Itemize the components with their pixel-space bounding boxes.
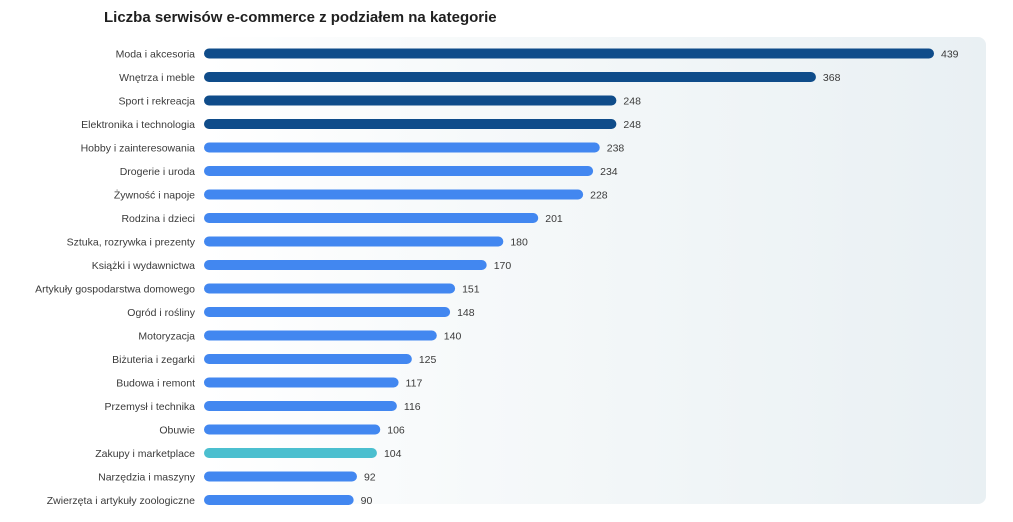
bar (204, 142, 600, 153)
value-label: 92 (364, 471, 376, 483)
category-label: Artykuły gospodarstwa domowego (35, 283, 195, 295)
value-label: 368 (823, 72, 841, 84)
value-label: 148 (457, 307, 475, 319)
value-label: 117 (406, 377, 423, 389)
value-label: 234 (600, 166, 618, 178)
category-label: Elektronika i technologia (81, 119, 195, 131)
category-label: Motoryzacja (138, 330, 195, 342)
value-label: 201 (545, 213, 563, 225)
category-label: Drogerie i uroda (120, 166, 195, 178)
value-label: 90 (361, 495, 373, 507)
bar (204, 354, 412, 364)
bar (204, 495, 354, 505)
category-label: Sport i rekreacja (119, 95, 196, 107)
bar (204, 95, 617, 106)
value-label: 106 (387, 424, 405, 436)
value-label: 116 (404, 401, 421, 413)
chart-title: Liczba serwisów e-commerce z podziałem n… (104, 9, 497, 26)
bar (204, 283, 456, 294)
value-label: 180 (510, 236, 528, 248)
bar (204, 260, 487, 270)
bar (204, 330, 437, 341)
category-label: Wnętrza i meble (119, 72, 195, 84)
bar (204, 72, 816, 82)
category-label: Biżuteria i zegarki (112, 354, 195, 366)
bar (204, 213, 539, 223)
bar (204, 48, 934, 59)
category-label: Zakupy i marketplace (95, 448, 195, 460)
bar (204, 471, 357, 482)
category-label: Zwierzęta i artykuły zoologiczne (47, 495, 195, 507)
bar (204, 448, 377, 458)
bar (204, 401, 397, 411)
category-label: Budowa i remont (116, 377, 195, 389)
value-label: 125 (419, 354, 437, 366)
value-label: 140 (444, 330, 462, 342)
category-label: Przemysł i technika (105, 401, 196, 413)
bar (204, 166, 594, 176)
bar (204, 377, 399, 388)
category-label: Moda i akcesoria (116, 48, 196, 60)
value-label: 104 (384, 448, 402, 460)
category-label: Sztuka, rozrywka i prezenty (67, 236, 196, 248)
bar (204, 424, 381, 435)
value-label: 170 (494, 260, 512, 272)
value-label: 248 (623, 95, 641, 107)
value-label: 439 (941, 48, 959, 60)
value-label: 151 (462, 283, 480, 295)
category-label: Żywność i napoje (114, 188, 195, 201)
category-label: Narzędzia i maszyny (98, 471, 196, 483)
value-label: 228 (590, 189, 608, 201)
value-label: 248 (623, 119, 641, 131)
bar (204, 189, 584, 200)
bar (204, 236, 504, 247)
bar (204, 119, 617, 129)
category-label: Ogród i rośliny (127, 307, 195, 319)
bar (204, 307, 451, 317)
category-label: Obuwie (159, 424, 195, 436)
category-label: Rodzina i dzieci (121, 213, 195, 225)
value-label: 238 (607, 142, 625, 154)
category-label: Hobby i zainteresowania (81, 142, 196, 154)
category-label: Książki i wydawnictwa (92, 260, 195, 272)
